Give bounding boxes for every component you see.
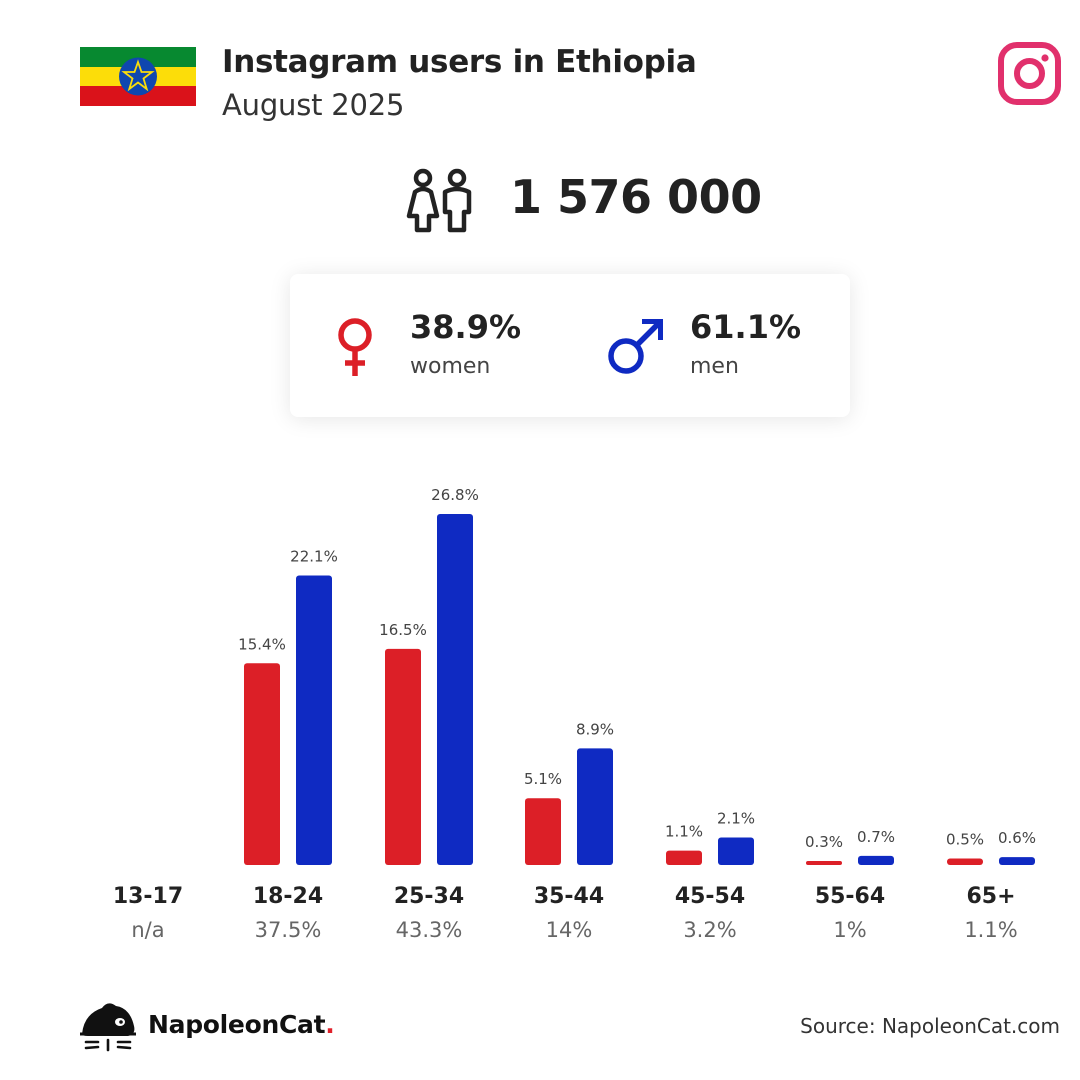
- gender-split-card: 38.9% women 61.1% men: [290, 274, 850, 417]
- brand-dot: .: [325, 1010, 335, 1039]
- bar-label-men-55-64: 0.7%: [857, 828, 895, 846]
- men-percentage: 61.1%: [690, 308, 802, 346]
- bar-men-18-24: [296, 575, 332, 865]
- age-group-total: 43.3%: [395, 918, 463, 942]
- ethiopia-flag-icon: [80, 47, 196, 106]
- age-gender-bar-chart: 15.4% 22.1% 16.5% 26.8% 5.1% 8.9% 1.1% 2.1% 0.3%…: [238, 486, 1036, 865]
- bar-women-25-34: [385, 648, 421, 865]
- page-subtitle: August 2025: [222, 88, 405, 122]
- brand-name: NapoleonCat.: [148, 1010, 335, 1039]
- bar-women-45-54: [666, 850, 702, 865]
- age-group-total: n/a: [131, 918, 165, 942]
- bar-label-women-25-34: 16.5%: [379, 621, 427, 639]
- women-label: women: [410, 354, 491, 379]
- age-group-total: 1%: [833, 918, 867, 942]
- bar-men-45-54: [718, 837, 754, 865]
- female-symbol-icon: [338, 318, 372, 376]
- age-group-total: 14%: [545, 918, 593, 942]
- bar-women-18-24: [244, 663, 280, 865]
- men-label: men: [690, 354, 739, 379]
- age-group-label: 65+: [966, 884, 1016, 909]
- women-percentage: 38.9%: [410, 308, 522, 346]
- bar-label-women-55-64: 0.3%: [805, 833, 843, 851]
- male-symbol-icon: [608, 319, 663, 374]
- bar-women-35-44: [525, 798, 561, 865]
- users-icon: [406, 168, 472, 233]
- age-group-label: 35-44: [533, 884, 605, 909]
- bar-label-men-18-24: 22.1%: [290, 548, 338, 566]
- age-group-total: 1.1%: [964, 918, 1018, 942]
- bar-label-men-25-34: 26.8%: [431, 486, 479, 504]
- source-credit: Source: NapoleonCat.com: [800, 1014, 1060, 1038]
- bar-label-men-65+: 0.6%: [998, 829, 1036, 847]
- bar-men-35-44: [577, 748, 613, 865]
- bar-men-65+: [999, 857, 1035, 865]
- bar-label-women-35-44: 5.1%: [524, 770, 562, 788]
- total-users: 1 576 000: [510, 170, 762, 224]
- age-group-total: 3.2%: [683, 918, 737, 942]
- instagram-icon: [998, 42, 1061, 105]
- age-group-label: 55-64: [814, 884, 886, 909]
- bar-label-men-45-54: 2.1%: [717, 809, 755, 827]
- age-group-label: 25-34: [393, 884, 465, 909]
- bar-label-women-65+: 0.5%: [946, 830, 984, 848]
- bar-label-women-18-24: 15.4%: [238, 635, 286, 653]
- bar-label-women-45-54: 1.1%: [665, 823, 703, 841]
- age-group-label: 18-24: [252, 884, 324, 909]
- bar-men-25-34: [437, 514, 473, 865]
- bar-women-55-64: [806, 861, 842, 865]
- bar-men-55-64: [858, 855, 894, 865]
- bar-women-65+: [947, 858, 983, 865]
- page-title: Instagram users in Ethiopia: [222, 44, 697, 80]
- age-group-label: 45-54: [674, 884, 746, 909]
- age-group-total: 37.5%: [254, 918, 322, 942]
- bar-label-men-35-44: 8.9%: [576, 720, 614, 738]
- age-group-label: 13-17: [112, 884, 184, 909]
- napoleoncat-logo-icon: [80, 1003, 136, 1052]
